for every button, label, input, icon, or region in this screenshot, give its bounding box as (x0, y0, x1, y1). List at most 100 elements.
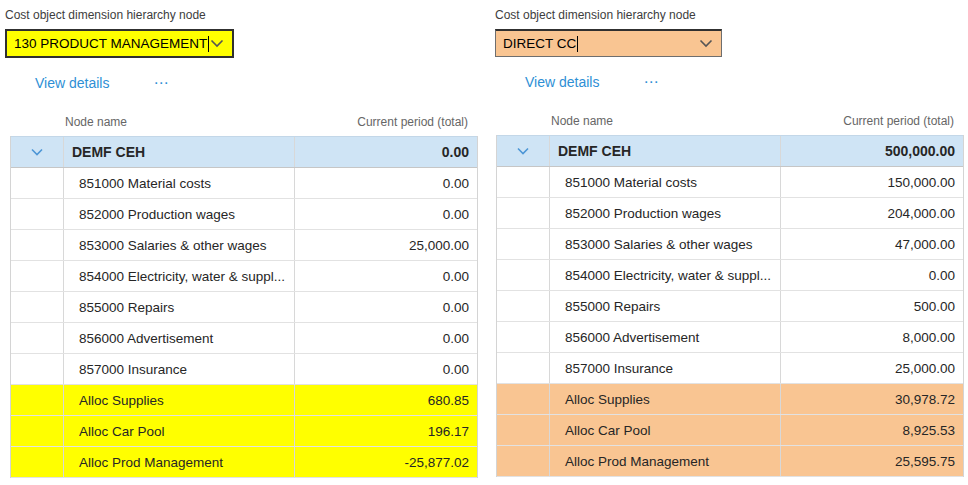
node-name: 854000 Electricity, water & suppl... (565, 268, 771, 283)
amount-cell: -25,877.02 (294, 447, 477, 477)
amount-cell: 0.00 (780, 260, 963, 290)
node-name-cell: 856000 Advertisement (549, 322, 780, 352)
node-name-cell: 851000 Material costs (549, 167, 780, 197)
node-name: 855000 Repairs (79, 300, 174, 315)
node-name-cell: 853000 Salaries & other wages (63, 230, 294, 260)
node-name: Alloc Car Pool (565, 423, 651, 438)
view-details-link[interactable]: View details (525, 74, 599, 90)
amount-cell: 30,978.72 (780, 384, 963, 414)
node-name: 857000 Insurance (79, 362, 187, 377)
row-icon-cell (11, 447, 63, 477)
table-row[interactable]: Alloc Car Pool 196.17 (11, 416, 477, 447)
row-icon-cell (497, 384, 549, 414)
node-name-cell: DEMF CEH (63, 137, 294, 167)
row-icon-cell (11, 230, 63, 260)
table-row[interactable]: 852000 Production wages204,000.00 (497, 198, 963, 229)
node-name: 852000 Production wages (79, 207, 235, 222)
amount-cell: 0.00 (294, 292, 477, 322)
amount-value: 500.00 (914, 299, 955, 314)
node-name: 857000 Insurance (565, 361, 673, 376)
amount-value: 25,000.00 (409, 238, 469, 253)
more-actions-button[interactable]: ⋯ (153, 78, 170, 88)
amount-cell: 8,000.00 (780, 322, 963, 352)
table-row[interactable]: 852000 Production wages 0.00 (11, 199, 477, 230)
amount-value: 500,000.00 (885, 143, 955, 159)
row-icon-cell (11, 199, 63, 229)
node-name-cell: 855000 Repairs (63, 292, 294, 322)
node-name-cell: 854000 Electricity, water & suppl... (549, 260, 780, 290)
table-row[interactable]: Alloc Supplies 680.85 (11, 385, 477, 416)
node-name: Alloc Supplies (79, 393, 164, 408)
field-label: Cost object dimension hierarchy node (495, 8, 968, 22)
table-row[interactable]: 856000 Advertisement 0.00 (11, 323, 477, 354)
amount-value: 0.00 (443, 269, 469, 284)
table-row[interactable]: 857000 Insurance 25,000.00 (497, 353, 963, 384)
hierarchy-grid: DEMF CEH 500,000.00 851000 Material costs 1… (496, 135, 964, 477)
row-icon-cell (11, 292, 63, 322)
table-row[interactable]: 851000 Material costs 150,000.00 (497, 167, 963, 198)
table-row[interactable]: DEMF CEH0.00 (11, 136, 477, 168)
node-name: 853000 Salaries & other wages (79, 238, 267, 253)
table-row[interactable]: 856000 Advertisement 8,000.00 (497, 322, 963, 353)
amount-cell: 150,000.00 (780, 167, 963, 197)
node-name-cell: DEMF CEH (549, 136, 780, 166)
actions-row: View details ⋯ (35, 74, 478, 92)
amount-cell: 0.00 (294, 137, 477, 167)
node-name: 856000 Advertisement (79, 331, 213, 346)
row-icon-cell (11, 137, 63, 167)
table-row[interactable]: 855000 Repairs 500.00 (497, 291, 963, 322)
cost-node-panel-left: Cost object dimension hierarchy node 130… (5, 6, 478, 478)
amount-value: 25,000.00 (895, 361, 955, 376)
collapse-chevron-icon[interactable] (517, 147, 529, 155)
field-label: Cost object dimension hierarchy node (5, 8, 478, 22)
more-actions-button[interactable]: ⋯ (643, 77, 660, 87)
table-row[interactable]: 851000 Material costs0.00 (11, 168, 477, 199)
table-row[interactable]: 855000 Repairs 0.00 (11, 292, 477, 323)
node-name: Alloc Prod Management (565, 454, 709, 469)
amount-value: 0.00 (443, 331, 469, 346)
amount-value: 680.85 (428, 393, 469, 408)
node-name: Alloc Prod Management (79, 455, 223, 470)
amount-value: 0.00 (443, 207, 469, 222)
node-name-cell: 854000 Electricity, water & suppl... (63, 261, 294, 291)
combobox-value: DIRECT CC (503, 36, 576, 51)
chevron-down-icon[interactable] (699, 39, 713, 48)
table-row[interactable]: Alloc Prod Management25,595.75 (497, 446, 963, 477)
table-row[interactable]: 857000 Insurance0.00 (11, 354, 477, 385)
amount-value: 150,000.00 (887, 175, 955, 190)
node-name: 855000 Repairs (565, 299, 660, 314)
amount-cell: 25,000.00 (294, 230, 477, 260)
amount-cell: 196.17 (294, 416, 477, 446)
amount-cell: 8,925.53 (780, 415, 963, 445)
table-row[interactable]: DEMF CEH 500,000.00 (497, 135, 963, 167)
row-icon-cell (11, 354, 63, 384)
table-row[interactable]: 854000 Electricity, water & suppl... 0.00 (497, 260, 963, 291)
table-row[interactable]: 854000 Electricity, water & suppl... 0.00 (11, 261, 477, 292)
view-details-link[interactable]: View details (35, 75, 109, 91)
row-icon-cell (497, 198, 549, 228)
node-name: 854000 Electricity, water & suppl... (79, 269, 285, 284)
amount-cell: 500.00 (780, 291, 963, 321)
hierarchy-node-combobox[interactable]: DIRECT CC (495, 29, 722, 57)
hierarchy-node-combobox[interactable]: 130 PRODUCT MANAGEMENT (5, 29, 234, 58)
column-header-current-period[interactable]: Current period (total) (779, 114, 962, 128)
row-icon-cell (11, 416, 63, 446)
table-row[interactable]: 853000 Salaries & other wages 25,000.00 (11, 230, 477, 261)
node-name-cell: 852000 Production wages (63, 199, 294, 229)
table-row[interactable]: Alloc Car Pool 8,925.53 (497, 415, 963, 446)
node-name-cell: Alloc Supplies (549, 384, 780, 414)
table-row[interactable]: 853000 Salaries & other wages47,000.00 (497, 229, 963, 260)
row-icon-cell (497, 353, 549, 383)
column-header-node-name[interactable]: Node name (548, 114, 779, 128)
node-name: Alloc Car Pool (79, 424, 165, 439)
amount-value: 0.00 (443, 300, 469, 315)
column-header-current-period[interactable]: Current period (total) (293, 115, 476, 129)
collapse-chevron-icon[interactable] (31, 148, 43, 156)
amount-value: 8,000.00 (902, 330, 955, 345)
chevron-down-icon[interactable] (210, 39, 224, 48)
node-name-cell: Alloc Car Pool (549, 415, 780, 445)
column-header-node-name[interactable]: Node name (62, 115, 293, 129)
table-row[interactable]: Alloc Prod Management -25,877.02 (11, 447, 477, 478)
node-name: 851000 Material costs (565, 175, 697, 190)
table-row[interactable]: Alloc Supplies30,978.72 (497, 384, 963, 415)
